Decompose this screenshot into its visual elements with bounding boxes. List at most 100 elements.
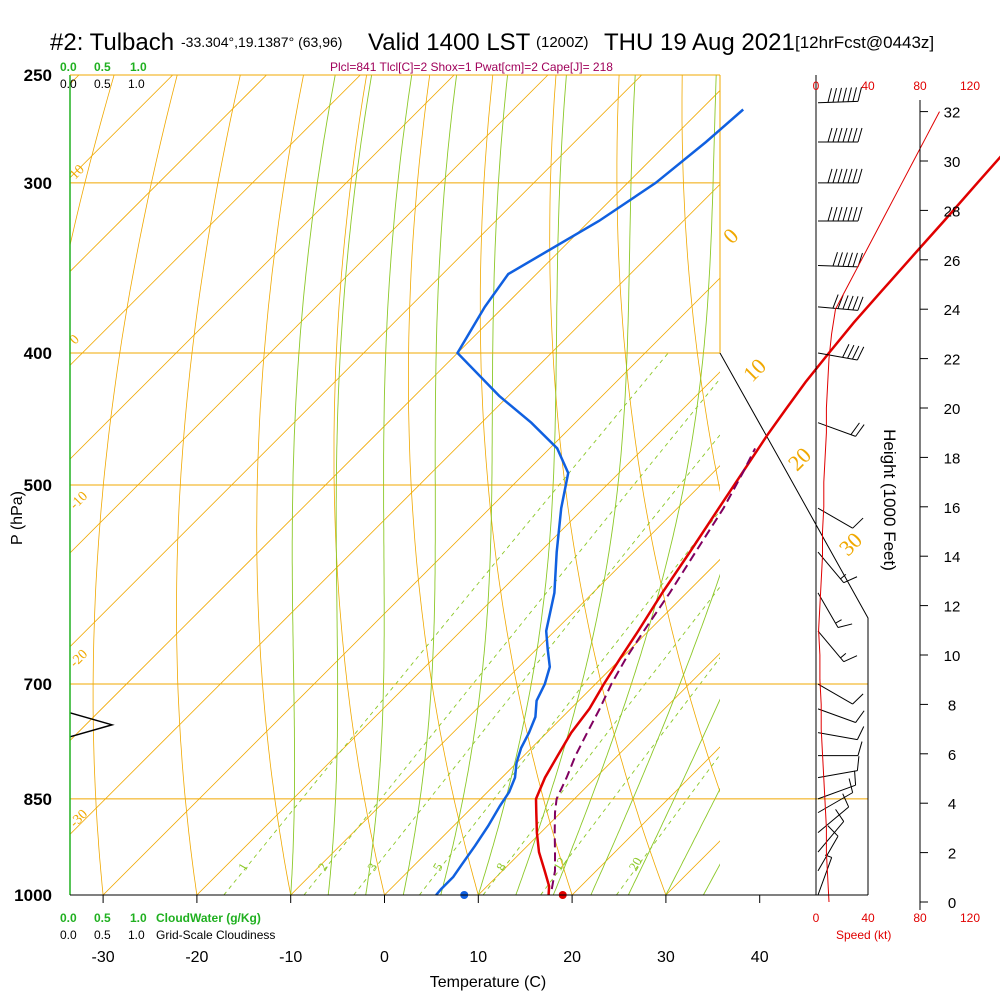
- mixing-ratio-label: 3: [364, 860, 380, 873]
- height-tick-label: 10: [944, 648, 961, 665]
- x-tick-label: 30: [657, 949, 675, 966]
- barb-flag: [847, 295, 854, 310]
- barb-flag: [857, 741, 863, 756]
- mixing-ratio-label: 2: [315, 860, 331, 873]
- height-tick-label: 28: [944, 203, 961, 220]
- wind-barb: [818, 127, 863, 143]
- barb-staff: [817, 422, 856, 437]
- isotherm: [854, 75, 1000, 895]
- height-tick-label: 22: [944, 352, 961, 369]
- barb-flag: [837, 168, 843, 183]
- barb-flag: [852, 206, 858, 222]
- forecast-label: [12hrFcst@0443z]: [795, 33, 934, 52]
- dry-adiabat-label: -20: [67, 647, 91, 671]
- barb-flag: [832, 252, 838, 267]
- x-tick-label: 20: [563, 949, 581, 966]
- station-title: #2: Tulbach: [50, 29, 174, 56]
- x-tick-label: -10: [279, 949, 302, 966]
- barb-flag: [852, 517, 864, 529]
- barb-staff: [817, 683, 853, 705]
- height-axis-title: Height (1000 Feet): [880, 429, 899, 571]
- wind-barb: [817, 683, 864, 705]
- barb-staff: [817, 708, 856, 723]
- dry-adiabat: [745, 51, 947, 895]
- barb-flag: [843, 655, 858, 663]
- height-tick-label: 16: [944, 500, 961, 517]
- wind-barb: [817, 708, 865, 723]
- barb-flag: [856, 346, 865, 361]
- barb-flag: [842, 344, 850, 358]
- wind-barbs: [817, 87, 865, 896]
- barb-flag: [847, 168, 853, 183]
- height-tick-label: 4: [948, 796, 956, 813]
- wind-barb: [817, 825, 839, 872]
- height-tick-label: 2: [948, 846, 956, 863]
- barb-flag: [857, 127, 863, 143]
- dry-adiabat: [549, 75, 667, 895]
- barb-flag: [837, 127, 843, 143]
- barb-flag: [837, 206, 843, 222]
- wind-barb: [817, 854, 833, 896]
- dry-adiabat: [176, 75, 241, 895]
- barb-staff: [817, 352, 858, 361]
- moist-adiabat: [627, 698, 720, 895]
- barb-flag: [847, 127, 853, 143]
- height-tick-label: 26: [944, 253, 961, 270]
- date-label: THU 19 Aug 2021: [604, 29, 795, 56]
- barb-flag: [832, 127, 838, 143]
- barb-flag: [837, 623, 853, 628]
- isotherm: [947, 75, 1000, 895]
- wind-barb: [817, 252, 863, 268]
- cloudwater-tick-bottom-0: 0.0: [60, 911, 77, 925]
- speed-tick-top-3: 120: [960, 79, 980, 93]
- station-coords: -33.304°,19.1387° (63,96): [181, 34, 342, 50]
- wind-barb: [817, 756, 860, 779]
- wind-barb: [818, 741, 863, 757]
- barb-flag: [827, 825, 839, 837]
- moist-adiabat: [665, 787, 720, 895]
- barb-flag: [842, 168, 848, 183]
- cloudiness-tick-bottom-1: 0.5: [94, 928, 111, 942]
- barb-flag: [827, 127, 833, 143]
- barb-flag: [856, 726, 865, 740]
- wind-barb: [817, 294, 864, 311]
- barb-staff: [817, 792, 853, 814]
- x-tick-label: 10: [469, 949, 487, 966]
- x-axis-title: Temperature (C): [430, 974, 546, 991]
- barb-flag: [832, 294, 839, 309]
- dry-adiabat-label: -10: [67, 489, 91, 513]
- zulu-time: (1200Z): [536, 34, 589, 51]
- barb-half-flag: [840, 652, 847, 659]
- indices-label: Plcl=841 Tlcl[C]=2 Shox=1 Pwat[cm]=2 Cap…: [330, 60, 613, 74]
- cloudiness-tick-top-2: 1.0: [128, 77, 145, 91]
- y-axis-title: P (hPa): [9, 491, 26, 545]
- pressure-tick-label: 850: [24, 790, 52, 809]
- barb-flag: [848, 778, 854, 793]
- cloudwater-tick-bottom-2: 1.0: [130, 911, 147, 925]
- height-tick-label: 14: [944, 549, 961, 566]
- x-tick-label: 40: [751, 949, 769, 966]
- height-tick-label: 0: [948, 895, 956, 912]
- mixing-ratio-line: [419, 510, 720, 895]
- height-tick-label: 18: [944, 450, 961, 467]
- cloudwater-label: CloudWater (g/Kg): [156, 911, 261, 925]
- dry-adiabat: [92, 75, 178, 895]
- barb-flag: [827, 206, 833, 222]
- cloudiness-tick-bottom-0: 0.0: [60, 928, 77, 942]
- moist-adiabat: [590, 573, 720, 895]
- dry-adiabat-label: -30: [67, 807, 91, 831]
- wind-barb: [817, 809, 845, 853]
- barb-flag: [843, 576, 858, 584]
- moist-adiabat: [290, 75, 336, 895]
- wind-barb: [817, 793, 850, 834]
- dry-adiabat: [333, 75, 385, 895]
- dry-adiabat: [479, 75, 573, 895]
- wind-barb: [817, 507, 864, 529]
- mixing-ratio-label: 12: [550, 855, 569, 874]
- moist-adiabat: [402, 75, 458, 895]
- dry-adiabat-label: 0: [718, 223, 743, 248]
- pressure-tick-label: 700: [24, 675, 52, 694]
- plot-boundary: [719, 75, 869, 895]
